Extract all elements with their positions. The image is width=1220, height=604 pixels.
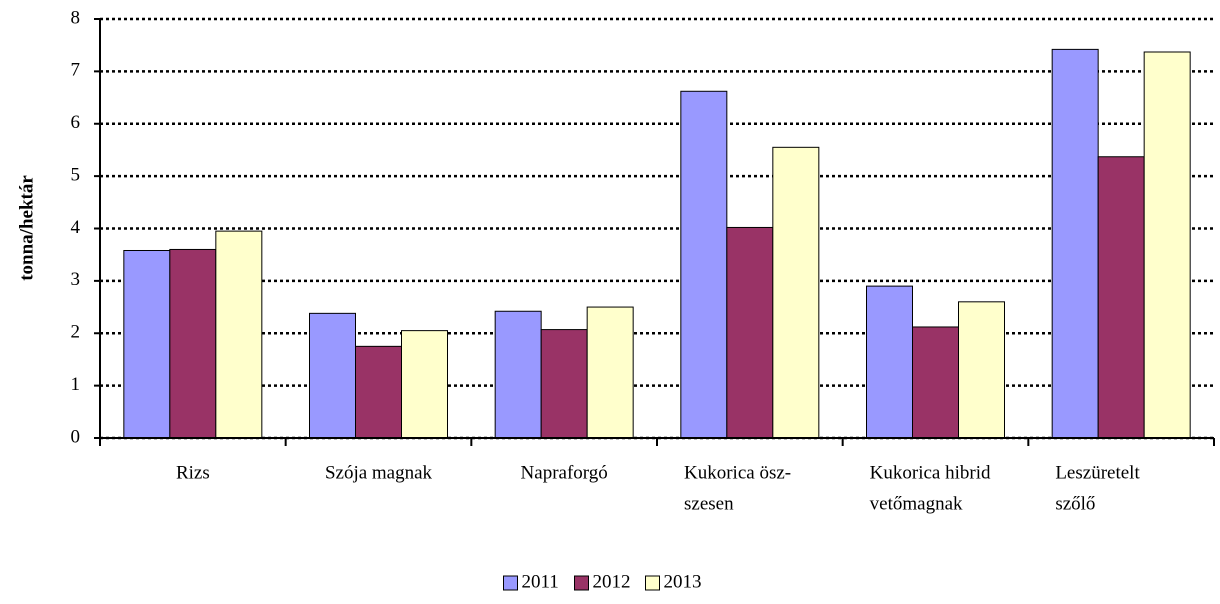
- bar: [726, 226, 774, 439]
- y-tick-label: 2: [71, 322, 81, 343]
- x-tick-label: szesen: [684, 493, 734, 514]
- x-tick-label: Szója magnak: [325, 462, 433, 483]
- x-tick-label: Rizs: [176, 462, 210, 483]
- bar: [680, 90, 728, 439]
- bar: [215, 230, 263, 439]
- bar: [401, 330, 448, 439]
- y-tick-label: 4: [71, 217, 81, 238]
- x-tick-label: vetőmagnak: [870, 493, 963, 514]
- x-tick-label: Kukorica ösz-: [684, 462, 791, 483]
- y-tick-label: 0: [71, 426, 81, 447]
- bar: [494, 310, 542, 439]
- y-tick-label: 8: [71, 7, 81, 28]
- y-tick-label: 3: [71, 269, 81, 290]
- legend-swatch: [645, 575, 660, 591]
- x-tick-label: Leszüretelt: [1055, 462, 1140, 483]
- bar: [772, 146, 820, 439]
- bar: [355, 345, 402, 439]
- legend-swatch: [574, 575, 589, 591]
- legend-label: 2013: [664, 571, 702, 592]
- x-tick-label: Kukorica hibrid: [870, 462, 991, 483]
- bar: [1051, 48, 1099, 439]
- y-tick-label: 1: [71, 374, 81, 395]
- y-tick-label: 5: [71, 164, 81, 185]
- x-tick-label: Napraforgó: [521, 462, 608, 483]
- bar: [1097, 156, 1145, 439]
- bar: [1143, 51, 1191, 439]
- legend-swatch: [503, 575, 518, 591]
- bar: [169, 248, 217, 439]
- x-tick-label: szőlő: [1055, 493, 1095, 514]
- bar: [309, 312, 356, 439]
- y-axis-label: tonna/hektár: [16, 175, 37, 281]
- y-tick-label: 6: [71, 112, 81, 133]
- bar: [123, 249, 171, 439]
- bar: [912, 326, 959, 439]
- legend-label: 2011: [522, 571, 559, 592]
- bar: [540, 329, 588, 439]
- bar: [866, 285, 913, 439]
- bar: [958, 301, 1005, 439]
- y-tick-label: 7: [71, 60, 81, 81]
- bar: [586, 306, 634, 439]
- legend-label: 2012: [593, 571, 631, 592]
